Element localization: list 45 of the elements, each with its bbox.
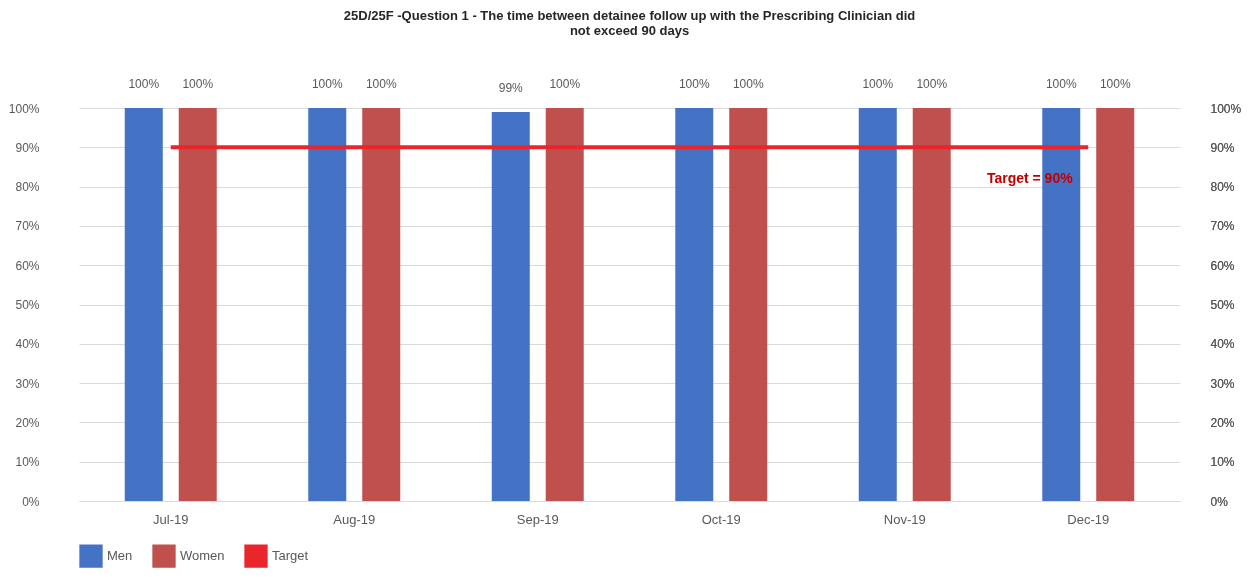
data-label: 100% — [732, 77, 764, 91]
y-tick-label: 30% — [15, 376, 40, 391]
y-tick-label: 10% — [15, 455, 40, 470]
y2-tick-label: 50% — [1210, 298, 1235, 312]
data-label: 100% — [1099, 77, 1131, 91]
y2-tick-label: 80% — [1210, 180, 1235, 195]
y-tick-label: 50% — [15, 298, 40, 312]
data-label: 100% — [1045, 77, 1077, 91]
annotation: Target = 90% — [986, 169, 1074, 186]
y-tick-label: 90% — [15, 140, 40, 155]
y2-tick-label: 40% — [1210, 337, 1235, 352]
data-label: 100% — [182, 77, 214, 91]
y-tick-label: 0% — [22, 494, 40, 509]
y2-tick-label: 70% — [1210, 219, 1235, 234]
x-tick-label: Sep-19 — [516, 511, 559, 527]
x-tick-label: Jul-19 — [153, 511, 189, 527]
data-label: 100% — [549, 77, 581, 91]
y-tick-label: 20% — [15, 415, 40, 430]
y2-tick-label: 100% — [1210, 101, 1242, 116]
chart-title: 25D/25F -Question 1 - The time between detainee follow up with the Prescribing Clinician did not exceed 90 days — [343, 8, 916, 38]
legend-label: Target — [272, 548, 309, 564]
data-label: 100% — [311, 77, 343, 91]
y2-tick-label: 30% — [1210, 376, 1235, 391]
y-tick-label: 60% — [15, 258, 40, 273]
data-label: 100% — [128, 77, 160, 91]
y-tick-label: 80% — [15, 180, 40, 195]
y-tick-label: 70% — [15, 219, 40, 234]
y2-tick-label: 90% — [1210, 140, 1235, 155]
x-tick-label: Oct-19 — [701, 511, 741, 527]
x-tick-label: Dec-19 — [1067, 511, 1110, 527]
data-label: 99% — [498, 80, 524, 95]
legend-label: Women — [180, 548, 225, 564]
data-label: 100% — [862, 77, 894, 91]
y-tick-label: 40% — [15, 337, 40, 352]
x-tick-label: Aug-19 — [333, 511, 376, 527]
y2-tick-label: 0% — [1210, 494, 1229, 509]
data-label: 100% — [365, 77, 397, 91]
y2-tick-label: 20% — [1210, 415, 1235, 430]
data-label: 100% — [916, 77, 948, 91]
x-tick-label: Nov-19 — [883, 511, 926, 527]
y-tick-label: 100% — [8, 101, 40, 116]
y2-tick-label: 10% — [1210, 455, 1235, 470]
legend-label: Men — [107, 548, 133, 564]
data-label: 100% — [678, 77, 710, 91]
y2-tick-label: 60% — [1210, 258, 1235, 273]
